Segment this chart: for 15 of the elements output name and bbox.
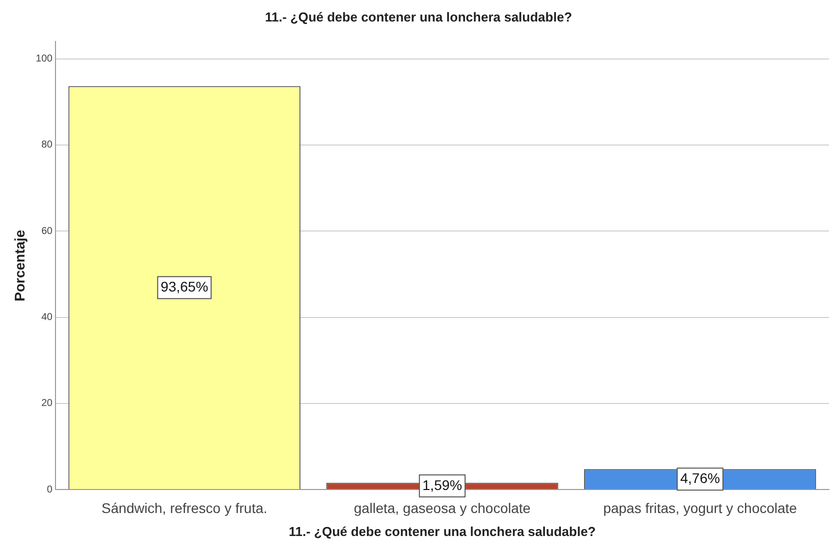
x-tick-label: galleta, gaseosa y chocolate (354, 500, 531, 516)
x-tick-label: papas fritas, yogurt y chocolate (603, 500, 798, 516)
x-tick-label: Sándwich, refresco y fruta. (102, 500, 268, 516)
y-tick-label: 20 (41, 398, 53, 410)
y-tick-label: 100 (36, 54, 53, 65)
y-tick-label: 60 (41, 226, 53, 237)
y-tick-label: 0 (46, 484, 53, 496)
y-axis-title: Porcentaje (11, 230, 28, 302)
x-axis-title: 11.- ¿Qué debe contener una lonchera saludable? (288, 524, 596, 539)
data-label: 1,59% (422, 476, 462, 493)
y-tick-label: 80 (41, 140, 53, 151)
data-label: 4,76% (680, 470, 720, 486)
data-label: 93,65% (160, 278, 208, 294)
chart-title: 11.- ¿Qué debe contener una lonchera saludable? (264, 9, 572, 24)
y-tick-label: 40 (41, 312, 53, 324)
